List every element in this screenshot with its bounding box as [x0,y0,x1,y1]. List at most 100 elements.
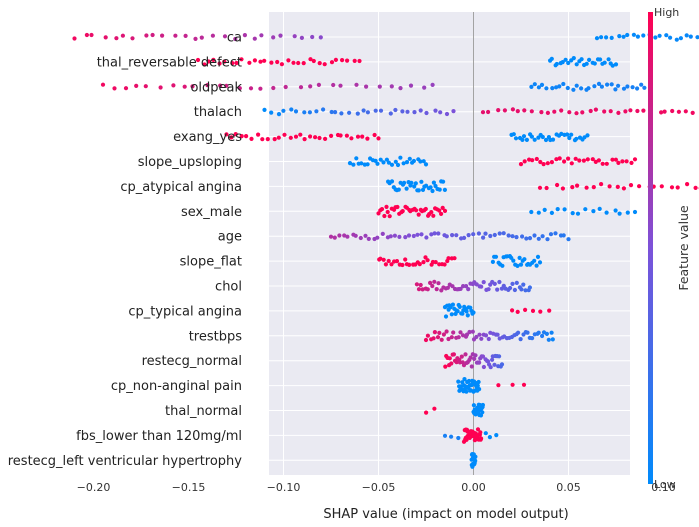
shap-point [358,235,363,241]
shap-point [379,207,385,212]
shap-point [476,231,481,236]
shap-point [283,84,288,90]
shap-point [469,364,474,369]
shap-point [424,110,429,116]
shap-point [567,110,572,115]
shap-point [386,258,391,264]
shap-point [563,57,568,62]
shap-point [537,185,543,190]
shap-point [338,83,343,88]
shap-point [621,86,627,91]
shap-point [144,33,149,38]
shap-point [450,233,455,238]
shap-point [173,33,178,38]
shap-point [298,132,303,137]
shap-point [497,279,502,285]
shap-point [387,214,392,219]
shap-point [440,205,445,210]
shap-point [419,232,424,237]
shap-point [239,134,244,139]
shap-point [331,82,336,88]
feature-label: oldpeak [190,80,242,95]
shap-point [621,186,627,191]
shap-point [150,32,155,38]
shap-point [554,157,559,162]
shap-point [510,382,515,387]
x-axis-ticks: −0.20−0.15−0.10−0.050.000.050.100.15 [77,481,676,494]
shap-point [292,34,297,39]
shap-point [100,82,106,87]
shap-point [206,59,211,64]
shap-point [637,184,642,189]
shap-point [389,162,395,167]
shap-point [536,236,541,241]
feature-label: ca [227,31,242,46]
shap-point [550,137,556,142]
shap-point [496,108,501,113]
shap-point [429,210,434,215]
shap-point [281,108,286,113]
shap-point [249,136,254,141]
shap-point [428,185,433,190]
shap-point [321,107,326,112]
shap-point [483,333,489,338]
shap-point [562,159,567,164]
shap-point [437,330,442,335]
shap-point [272,137,277,142]
shap-point [596,158,602,163]
shap-point [524,137,530,142]
shap-point [473,458,478,463]
shap-point [378,157,383,162]
shap-point [510,234,515,239]
shap-point [421,260,426,265]
shap-point [265,137,270,142]
shap-point [384,204,389,209]
shap-point [529,209,534,215]
shap-point [218,83,223,88]
shap-point [199,35,204,40]
shap-point [389,262,394,267]
shap-point [340,58,345,63]
shap-point [550,86,555,91]
shap-point [430,283,435,289]
shap-point [580,110,585,115]
shap-point [521,382,527,387]
shap-point [602,109,607,114]
shap-point [449,361,454,366]
shap-point [439,288,444,293]
colorbar [648,12,653,484]
shap-point [402,180,407,185]
shap-point [477,332,482,337]
shap-point [617,34,622,39]
shap-point [224,132,229,137]
shap-point [437,187,442,192]
shap-point [450,284,455,289]
shap-point [460,380,465,385]
shap-point [401,161,406,166]
shap-point [515,263,520,268]
shap-point [599,182,604,187]
shap-point [549,330,554,335]
shap-point [518,162,524,167]
shap-point [299,35,304,41]
shap-point [349,136,354,141]
shap-point [288,135,293,140]
shap-point [354,82,359,87]
shap-point [532,82,537,87]
shap-point [425,287,430,292]
shap-point [229,135,234,140]
shap-point [252,58,257,63]
shap-point [574,136,579,141]
shap-point [416,212,421,217]
colorbar-title: Feature value [676,205,691,291]
shap-point [591,209,596,214]
shap-point [275,59,280,65]
shap-point [518,262,524,267]
shap-point [604,161,609,166]
shap-point [465,313,470,318]
shap-point [495,287,500,292]
shap-point [597,206,602,211]
shap-point [394,259,400,264]
shap-point [411,158,416,164]
feature-label: trestbps [189,329,243,344]
